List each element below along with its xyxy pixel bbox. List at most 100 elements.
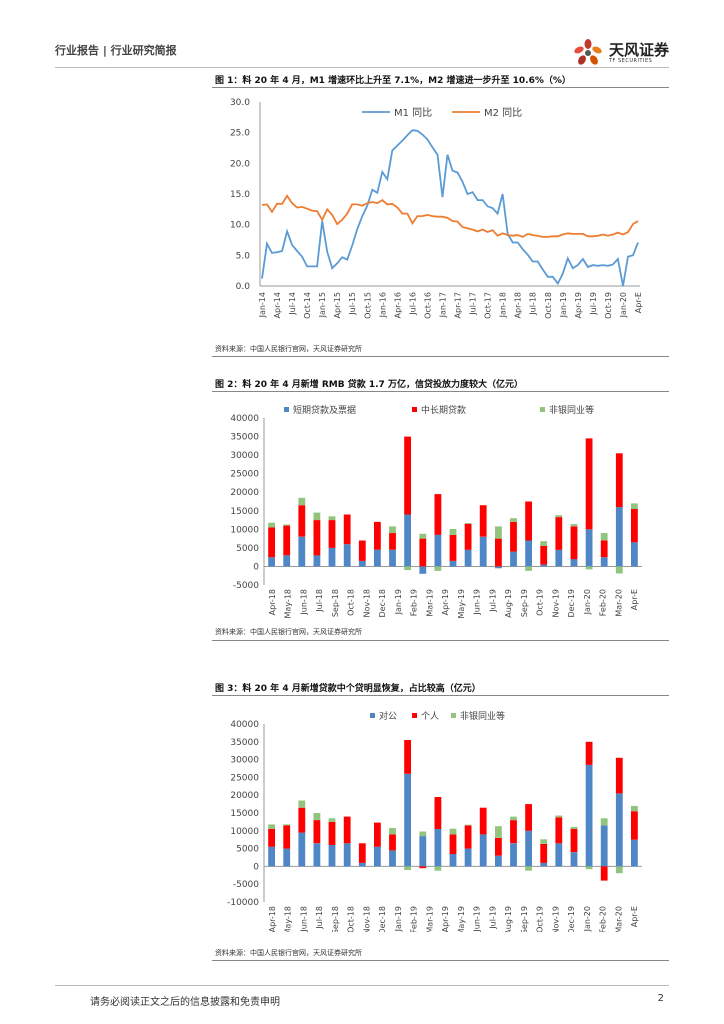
x-tick-label: Jan-17 xyxy=(438,292,447,318)
bar-segment xyxy=(555,815,563,818)
flower-logo-icon xyxy=(574,39,602,65)
x-tick-label: Feb-19 xyxy=(410,906,419,932)
x-tick-label: Jul-16 xyxy=(408,292,417,316)
bar-segment xyxy=(419,831,427,837)
x-tick-label: Apr-18 xyxy=(514,292,523,318)
bar-segment xyxy=(313,555,321,567)
x-tick-label: Oct-16 xyxy=(423,292,432,319)
bar-segment xyxy=(540,839,548,844)
x-tick-label: Apr-19 xyxy=(574,292,583,318)
y-tick-label: 25.0 xyxy=(230,129,250,139)
bar-segment xyxy=(631,805,638,812)
bar-segment xyxy=(600,557,608,567)
bar-segment xyxy=(283,524,291,526)
bar-segment xyxy=(600,866,608,881)
chart1-source: 资料来源：中国人民银行官网，天风证券研究所 xyxy=(215,345,362,353)
bar-segment xyxy=(389,828,396,835)
bar-segment xyxy=(570,826,578,829)
x-tick-label: Jan-15 xyxy=(318,292,327,318)
bar-segment xyxy=(510,843,517,867)
header-divider xyxy=(55,67,669,68)
bar-segment xyxy=(328,845,336,867)
bar-segment xyxy=(600,825,608,867)
bar-segment xyxy=(343,514,351,545)
bar-segment xyxy=(479,834,487,867)
bar-segment xyxy=(328,821,336,845)
legend-label: M1 同比 xyxy=(394,107,432,119)
bar-segment xyxy=(298,505,306,537)
bar-segment xyxy=(510,521,517,552)
x-tick-label: Oct-18 xyxy=(347,906,356,932)
bar-segment xyxy=(525,804,532,831)
bar-segment xyxy=(540,564,548,567)
bar-segment xyxy=(495,538,502,567)
bar-segment xyxy=(268,824,275,829)
bar-segment xyxy=(525,501,532,541)
bar-segment xyxy=(358,560,366,567)
x-tick-label: Oct-15 xyxy=(363,292,372,319)
x-tick-label: Oct-19 xyxy=(604,292,613,319)
bar-segment xyxy=(389,549,396,567)
bar-segment xyxy=(631,503,638,509)
footer-divider xyxy=(55,985,669,986)
x-tick-label: Oct-17 xyxy=(484,292,493,319)
bar-segment xyxy=(449,834,457,854)
bar-segment xyxy=(404,740,411,774)
legend-label: 非银同业等 xyxy=(460,710,505,722)
bar-segment xyxy=(540,546,548,565)
x-tick-label: Oct-18 xyxy=(347,589,356,616)
bar-segment xyxy=(434,797,442,829)
bar-segment xyxy=(600,818,608,826)
y-tick-label: 15000 xyxy=(230,507,259,517)
x-tick-label: Jan-19 xyxy=(394,589,403,615)
bar-segment xyxy=(585,764,593,867)
legend-swatch xyxy=(451,713,456,718)
bar-segment xyxy=(600,540,608,558)
bar-segment xyxy=(495,566,502,569)
x-tick-label: May-18 xyxy=(284,906,293,932)
legend-label: 中长期贷款 xyxy=(421,404,466,416)
bar-segment xyxy=(343,816,351,844)
bar-segment xyxy=(585,438,593,530)
bar-segment xyxy=(434,829,442,867)
chart2-bottom-rule xyxy=(212,640,669,641)
x-tick-label: Jan-20 xyxy=(583,906,592,932)
x-tick-label: Jul-19 xyxy=(488,906,497,930)
report-category: 行业报告 | 行业研究简报 xyxy=(55,44,177,57)
bar-segment xyxy=(570,524,578,527)
y-tick-label: 15000 xyxy=(230,809,259,819)
bar-segment xyxy=(374,846,381,867)
x-tick-label: Nov-19 xyxy=(551,906,560,932)
bar-segment xyxy=(404,436,411,515)
y-tick-label: 5000 xyxy=(236,544,259,554)
x-tick-label: Sep-18 xyxy=(331,906,340,932)
bar-segment xyxy=(570,852,578,867)
bar-segment xyxy=(510,518,517,522)
bar-segment xyxy=(434,534,442,567)
bar-segment xyxy=(525,566,532,571)
x-tick-label: Apr-15 xyxy=(333,292,342,318)
x-tick-label: Mar-20 xyxy=(614,589,623,617)
x-tick-label: May-19 xyxy=(457,589,466,618)
x-tick-label: Mar-19 xyxy=(425,906,434,932)
bar-segment xyxy=(328,516,336,520)
chart3-title: 图 3：料 20 年 4 月新增贷款中个贷明显恢复，占比较高（亿元） xyxy=(215,684,481,694)
legend-label: 短期贷款及票据 xyxy=(293,404,356,416)
bar-segment xyxy=(631,839,638,867)
bar-segment xyxy=(570,526,578,560)
y-tick-label: 5.0 xyxy=(236,251,251,261)
bar-segment xyxy=(268,557,275,567)
x-tick-label: Jan-19 xyxy=(394,906,403,932)
page-header: 行业报告 | 行业研究简报 天风证券 TF SECURITIES xyxy=(55,38,669,68)
bar-segment xyxy=(585,566,593,570)
y-tick-label: 0 xyxy=(253,562,259,572)
legend-swatch xyxy=(412,407,417,412)
x-tick-label: Apr-18 xyxy=(268,906,277,932)
logo-name: 天风证券 xyxy=(608,41,669,59)
bar-segment xyxy=(615,507,623,567)
bar-segment xyxy=(283,555,291,567)
x-tick-label: Feb-20 xyxy=(599,589,608,616)
bar-segment xyxy=(434,566,442,571)
chart3-source: 资料来源：中国人民银行官网，天风证券研究所 xyxy=(215,949,362,957)
x-tick-label: Jul-15 xyxy=(348,292,357,316)
